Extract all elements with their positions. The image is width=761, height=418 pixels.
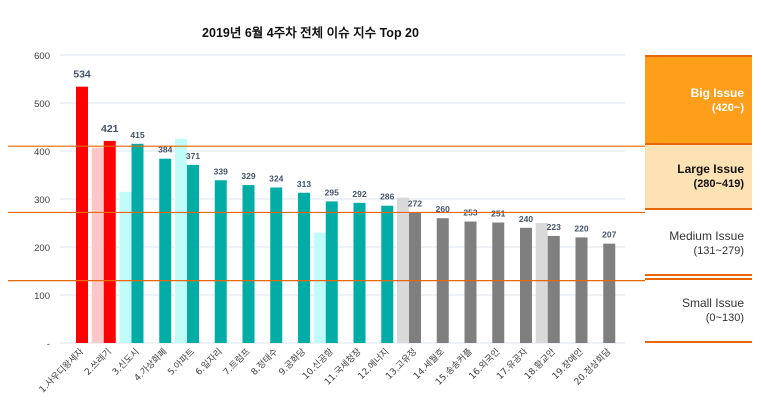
data-label: 207 xyxy=(602,230,616,240)
bar xyxy=(353,202,366,343)
data-label: 286 xyxy=(380,192,394,202)
data-label: 260 xyxy=(436,204,450,214)
bar xyxy=(547,235,560,343)
x-tick-label: 7.트럼프 xyxy=(220,346,252,378)
data-label: 223 xyxy=(547,222,561,232)
bar xyxy=(242,185,255,343)
bar xyxy=(409,212,421,343)
bar xyxy=(103,140,116,343)
data-label: 272 xyxy=(408,198,422,208)
data-label: 329 xyxy=(241,171,255,181)
bar xyxy=(603,243,616,343)
y-tick-label: 600 xyxy=(34,51,50,62)
bar xyxy=(520,227,532,343)
chart-title: 2019년 6월 4주차 전체 이슈 지수 Top 20 xyxy=(202,26,419,40)
data-label: 339 xyxy=(214,166,228,176)
legend-name: Small Issue xyxy=(681,296,744,310)
x-tick-label: 2.쓰레기 xyxy=(82,346,113,377)
data-label: 324 xyxy=(269,173,283,183)
previous-week-bar xyxy=(313,232,326,343)
previous-week-bar xyxy=(91,147,104,343)
x-tick-label: 8.정태수 xyxy=(249,346,280,377)
legend-range: (420~) xyxy=(711,101,744,114)
previous-week-bar xyxy=(397,197,409,343)
data-label: 220 xyxy=(574,223,588,233)
y-tick-label: 500 xyxy=(34,99,50,110)
previous-week-bar xyxy=(119,191,132,343)
legend-item: Small Issue (0~130) xyxy=(645,278,752,343)
previous-week-bar xyxy=(175,139,187,343)
data-label: 313 xyxy=(297,179,311,189)
legend-item: Medium Issue (131~279) xyxy=(645,212,752,276)
bar xyxy=(76,86,88,344)
legend-range: (280~419) xyxy=(693,178,744,190)
bar xyxy=(270,187,283,343)
data-label: 421 xyxy=(101,123,119,135)
bar xyxy=(214,180,227,343)
legend-name: Big Issue xyxy=(690,85,744,100)
data-label: 295 xyxy=(325,187,339,197)
bar xyxy=(492,222,505,343)
bar xyxy=(575,237,588,343)
legend-item: Large Issue (280~419) xyxy=(645,145,752,210)
data-label: 415 xyxy=(130,130,144,140)
previous-week-bar xyxy=(535,223,548,343)
x-tick-label: 6.일자리 xyxy=(193,346,224,377)
y-tick-label: 200 xyxy=(34,243,50,254)
legend-range: (0~130) xyxy=(705,312,744,324)
legend-item: Big Issue (420~) xyxy=(645,55,752,145)
bar xyxy=(325,201,338,343)
bar xyxy=(187,164,199,343)
y-tick-label: - xyxy=(47,339,50,350)
bar xyxy=(381,205,394,343)
data-label: 534 xyxy=(73,69,91,81)
data-label: 292 xyxy=(352,189,366,199)
data-label: 384 xyxy=(158,145,172,155)
x-tick-label: 5.아파트 xyxy=(166,346,197,377)
y-tick-label: 300 xyxy=(34,195,50,206)
y-tick-label: 100 xyxy=(34,291,50,302)
bar xyxy=(131,143,144,343)
data-label: 251 xyxy=(491,209,505,219)
bar xyxy=(298,192,310,343)
y-tick-label: 400 xyxy=(34,147,50,158)
data-label: 371 xyxy=(186,151,200,161)
bar xyxy=(159,158,172,343)
legend-name: Medium Issue xyxy=(669,228,744,243)
legend-name: Large Issue xyxy=(677,162,744,176)
bar xyxy=(464,221,477,343)
x-tick-label: 1.사우디왕세자 xyxy=(37,346,86,395)
legend-range: (131~279) xyxy=(693,244,744,257)
data-label: 240 xyxy=(519,214,533,224)
